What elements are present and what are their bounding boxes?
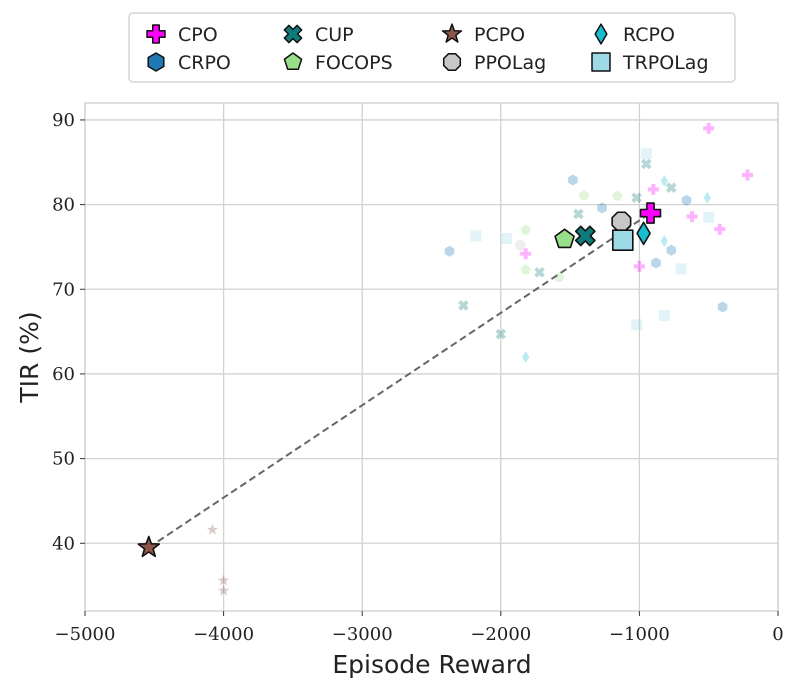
rcpo-run-point: [703, 191, 711, 204]
rcpo-run-point: [660, 234, 668, 248]
crpo-run-point: [681, 194, 692, 206]
trpolag-run-point: [640, 148, 652, 160]
trpolag-run-point: [500, 233, 512, 244]
focops-run-point: [578, 189, 590, 200]
x-axis-label: Episode Reward: [332, 650, 531, 679]
legend-label: RCPO: [623, 24, 675, 46]
x-tick-label: −5000: [55, 624, 116, 645]
legend-item-trpolag: TRPOLag: [591, 52, 709, 74]
pareto-dashed-line: [148, 212, 652, 549]
y-tick-labels: 40 50 60 70 80 90: [52, 110, 85, 554]
legend-marker: [147, 52, 165, 72]
y-tick-label: 60: [52, 364, 75, 385]
y-axis-label: TIR (%): [15, 311, 44, 403]
cpo-mean-marker: [639, 202, 662, 224]
legend-marker: [441, 23, 463, 43]
plot-frame: [84, 102, 779, 612]
pcpo-run-point: [217, 584, 230, 596]
cpo-run-point: [520, 248, 532, 260]
pcpo-run-point: [217, 574, 230, 586]
cup-run-point: [534, 267, 545, 278]
x-tick-label: −3000: [332, 624, 393, 645]
cpo-run-point: [714, 223, 726, 235]
legend-marker: [594, 23, 608, 45]
legend-label: PPOLag: [474, 52, 546, 74]
trpolag-run-point: [675, 263, 687, 275]
legend: CPO CUP PCPO RCPO CRPO FOCOPS PPOLag TRPOLag: [128, 12, 736, 83]
legend-box: [128, 12, 736, 83]
legend-item-rcpo: RCPO: [594, 23, 675, 46]
y-tick-label: 70: [52, 279, 75, 300]
cpo-run-point: [703, 122, 715, 134]
y-tick-label: 40: [52, 533, 75, 554]
pcpo-mean-marker: [137, 535, 161, 558]
rcpo-run-point: [522, 350, 530, 364]
x-tick-label: −1000: [609, 624, 670, 645]
legend-item-pcpo: PCPO: [441, 23, 525, 46]
cup-mean-marker: [574, 225, 596, 247]
x-tick-label: 0: [772, 624, 783, 645]
trpolag-run-point: [658, 310, 670, 321]
legend-label: FOCOPS: [315, 52, 393, 74]
ppolag-run-point: [515, 240, 526, 251]
y-tick-label: 50: [52, 449, 75, 470]
legend-label: CUP: [315, 24, 354, 46]
x-tick-label: −4000: [193, 624, 254, 645]
cup-run-point: [641, 158, 652, 170]
grid-lines: [84, 103, 779, 611]
rcpo-run-point: [660, 174, 668, 187]
legend-label: CRPO: [178, 52, 231, 74]
trpolag-mean-marker: [611, 229, 634, 251]
legend-label: PCPO: [474, 24, 525, 46]
legend-item-crpo: CRPO: [147, 52, 231, 74]
rcpo-mean-marker: [636, 221, 651, 246]
crpo-run-point: [717, 301, 728, 313]
legend-item-cpo: CPO: [146, 24, 218, 46]
focops-run-point: [520, 224, 531, 235]
legend-marker: [591, 52, 611, 72]
pcpo-run-point: [206, 523, 219, 535]
legend-item-focops: FOCOPS: [283, 52, 393, 74]
run-points: [206, 122, 753, 596]
cpo-run-point: [742, 169, 753, 181]
cup-run-point: [495, 328, 507, 340]
legend-marker: [283, 24, 303, 44]
legend-label: TRPOLag: [622, 52, 709, 74]
crpo-run-point: [444, 245, 455, 257]
cup-run-point: [458, 300, 469, 311]
ppolag-mean-marker: [611, 211, 632, 232]
cup-run-point: [666, 182, 677, 193]
cup-run-point: [573, 208, 584, 220]
trpolag-run-point: [470, 230, 482, 242]
mean-markers: [137, 202, 662, 558]
legend-label: CPO: [178, 24, 218, 46]
crpo-run-point: [666, 244, 677, 256]
focops-run-point: [553, 271, 565, 282]
x-tick-label: −2000: [470, 624, 531, 645]
y-tick-label: 80: [52, 195, 75, 216]
y-tick-label: 90: [52, 110, 75, 131]
focops-run-point: [520, 264, 531, 275]
cup-run-point: [631, 192, 642, 204]
crpo-run-point: [568, 174, 578, 186]
cpo-run-point: [633, 260, 645, 272]
crpo-run-point: [651, 257, 661, 269]
cpo-run-point: [686, 211, 698, 222]
crpo-run-point: [597, 202, 607, 214]
legend-item-cup: CUP: [283, 24, 354, 46]
cpo-run-point: [647, 183, 659, 195]
focops-mean-marker: [554, 228, 575, 249]
legend-item-ppolag: PPOLag: [442, 52, 546, 74]
trpolag-run-point: [631, 319, 643, 331]
trpolag-run-point: [703, 211, 715, 223]
legend-marker: [442, 52, 462, 72]
focops-run-point: [611, 190, 623, 201]
legend-marker: [283, 52, 303, 71]
x-tick-labels: −5000 −4000 −3000 −2000 −1000 0: [55, 611, 784, 645]
legend-marker: [146, 24, 166, 44]
